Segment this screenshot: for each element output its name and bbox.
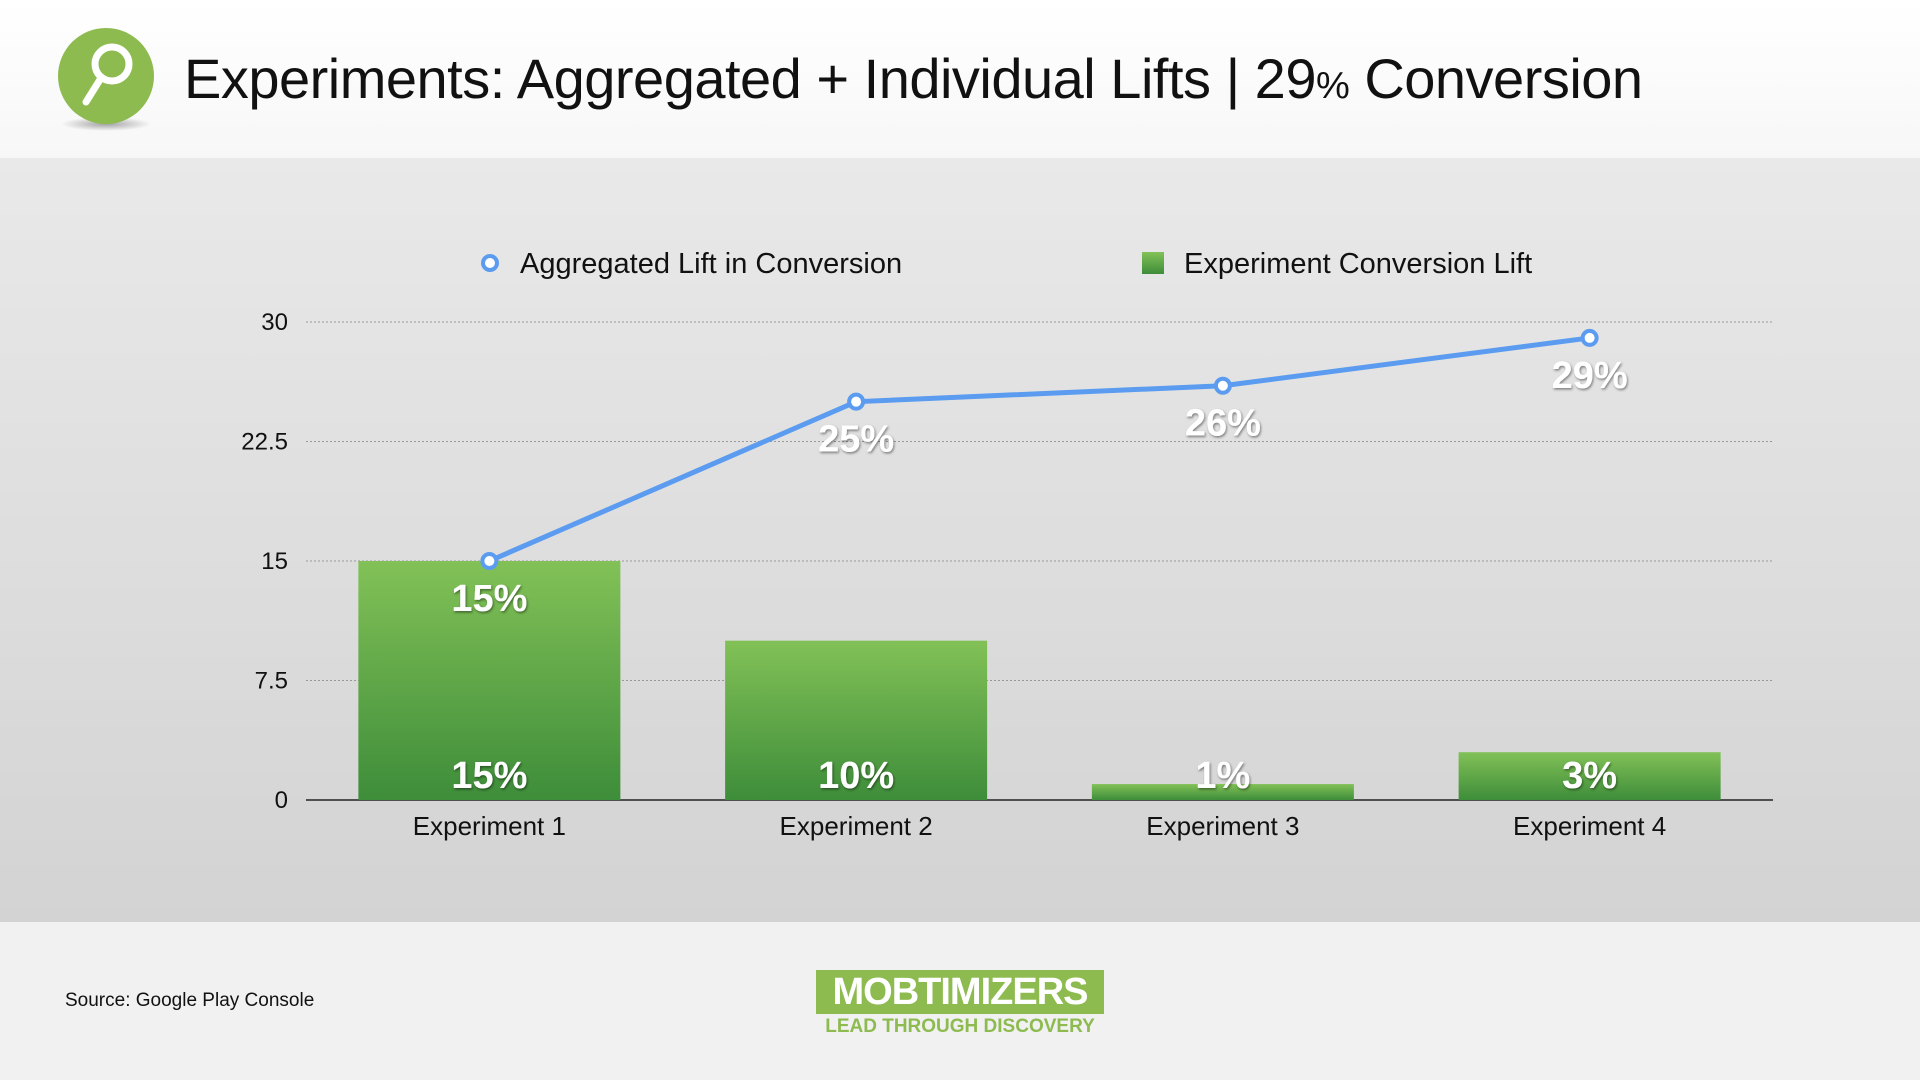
line-point (480, 552, 499, 570)
source-note: Source: Google Play Console (65, 990, 315, 1011)
brand-tagline: LEAD THROUGH DISCOVERY (825, 1016, 1095, 1037)
legend-line-label: Aggregated Lift in Conversion (520, 248, 902, 280)
x-tick-label: Experiment 2 (780, 811, 933, 841)
y-tick-label: 0 (275, 787, 288, 814)
legend-bar-label: Experiment Conversion Lift (1184, 248, 1532, 280)
bar (725, 640, 988, 800)
line-data-label: 25% (818, 419, 894, 461)
x-tick-label: Experiment 1 (413, 811, 566, 841)
brand-logo: MOBTIMIZERS (816, 970, 1104, 1014)
line-data-label: 15% (451, 578, 527, 620)
x-tick-label: Experiment 4 (1513, 811, 1666, 841)
line-data-label: 29% (1552, 355, 1628, 397)
header: Experiments: Aggregated + Individual Lif… (0, 0, 1920, 158)
bar-data-label: 3% (1562, 755, 1617, 797)
line-point (1213, 376, 1232, 395)
line-point (1580, 328, 1599, 347)
y-tick-label: 7.5 (255, 668, 288, 695)
legend-bar-marker (1142, 252, 1164, 274)
page-title: Experiments: Aggregated + Individual Lif… (184, 47, 1643, 110)
bar (1091, 784, 1354, 800)
y-tick-label: 15 (261, 548, 288, 575)
bar-data-label: 1% (1195, 755, 1250, 797)
bar-data-label: 10% (818, 755, 894, 797)
y-tick-label: 22.5 (241, 429, 288, 456)
magnifier-icon (56, 26, 156, 131)
bar (358, 561, 621, 800)
line-point (847, 392, 866, 411)
y-tick-label: 30 (261, 309, 288, 336)
aggregated-line (488, 335, 1590, 564)
x-tick-label: Experiment 3 (1146, 811, 1299, 841)
line-data-label: 26% (1185, 403, 1261, 445)
bar (1458, 752, 1721, 800)
legend-line-marker (481, 254, 499, 272)
bar-data-label: 15% (451, 755, 527, 797)
